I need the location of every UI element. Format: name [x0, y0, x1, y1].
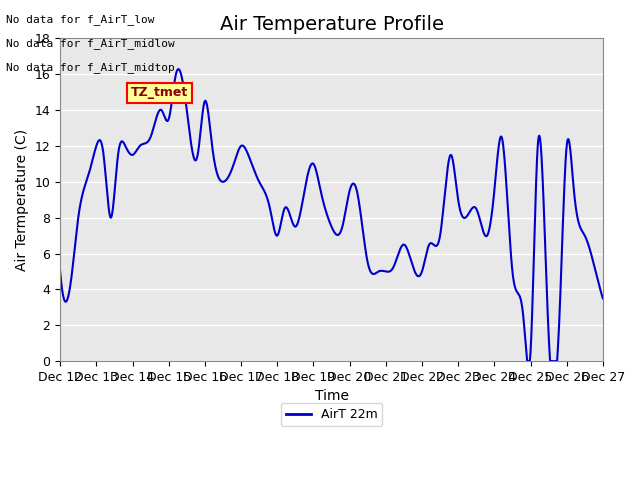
Text: No data for f_AirT_midlow: No data for f_AirT_midlow	[6, 38, 175, 49]
Text: No data for f_AirT_low: No data for f_AirT_low	[6, 14, 155, 25]
Text: TZ_tmet: TZ_tmet	[131, 86, 188, 99]
Legend: AirT 22m: AirT 22m	[280, 403, 382, 426]
X-axis label: Time: Time	[314, 389, 349, 403]
Text: No data for f_AirT_midtop: No data for f_AirT_midtop	[6, 62, 175, 73]
Title: Air Temperature Profile: Air Temperature Profile	[220, 15, 444, 34]
Y-axis label: Air Termperature (C): Air Termperature (C)	[15, 129, 29, 271]
